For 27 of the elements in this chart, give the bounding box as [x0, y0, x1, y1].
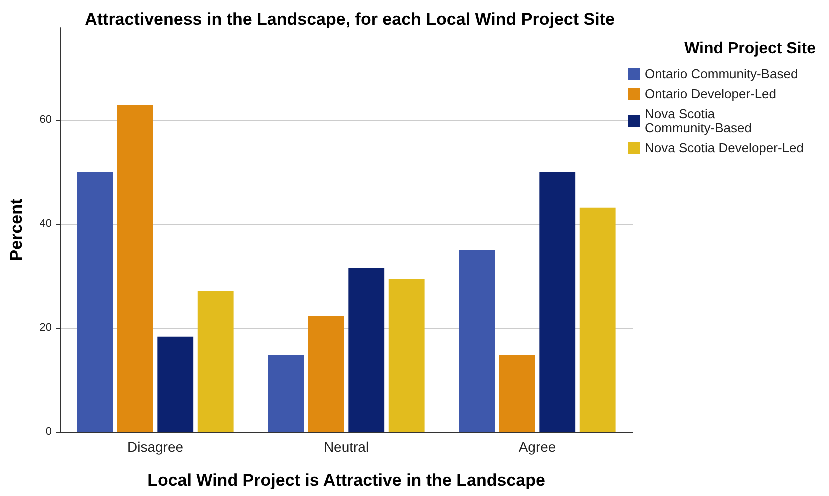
y-tick-label: 20 [40, 322, 52, 334]
bar [540, 172, 576, 432]
x-tick-label: Disagree [127, 439, 184, 455]
bar [158, 336, 194, 432]
x-tick-label: Agree [518, 439, 556, 455]
x-tick-label: Neutral [324, 439, 370, 455]
y-axis-title: Percent [7, 198, 26, 262]
chart-title: Attractiveness in the Landscape, for each Local Wind Project Site [85, 10, 615, 29]
bar [198, 291, 234, 432]
bar [268, 355, 304, 432]
bar [499, 355, 536, 432]
legend-label: Nova Scotia Developer-Led [645, 140, 804, 156]
bar [348, 268, 385, 432]
legend-title: Wind Project Site [684, 40, 816, 58]
legend-label: Nova Scotia Community-Based [645, 106, 752, 136]
x-axis-title: Local Wind Project is Attractive in the Landscape [148, 471, 546, 490]
y-tick-label: 60 [40, 114, 52, 126]
bar [459, 250, 496, 432]
bar [388, 279, 425, 432]
legend-label: Ontario Community-Based [645, 66, 798, 82]
bar [77, 172, 114, 432]
legend-label: Ontario Developer-Led [645, 86, 777, 102]
y-tick-label: 40 [40, 218, 52, 230]
bar [117, 105, 154, 432]
y-tick-label: 0 [46, 426, 52, 438]
bar [580, 208, 616, 432]
bar [308, 316, 344, 432]
